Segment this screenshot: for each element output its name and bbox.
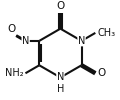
- Text: N: N: [57, 72, 64, 82]
- Text: O: O: [56, 1, 65, 11]
- Text: NH₂: NH₂: [5, 68, 24, 78]
- Text: O: O: [7, 24, 15, 34]
- Text: N: N: [22, 36, 29, 46]
- Text: CH₃: CH₃: [98, 28, 116, 38]
- Text: O: O: [98, 68, 106, 78]
- Text: N: N: [78, 36, 85, 46]
- Text: H: H: [57, 84, 64, 94]
